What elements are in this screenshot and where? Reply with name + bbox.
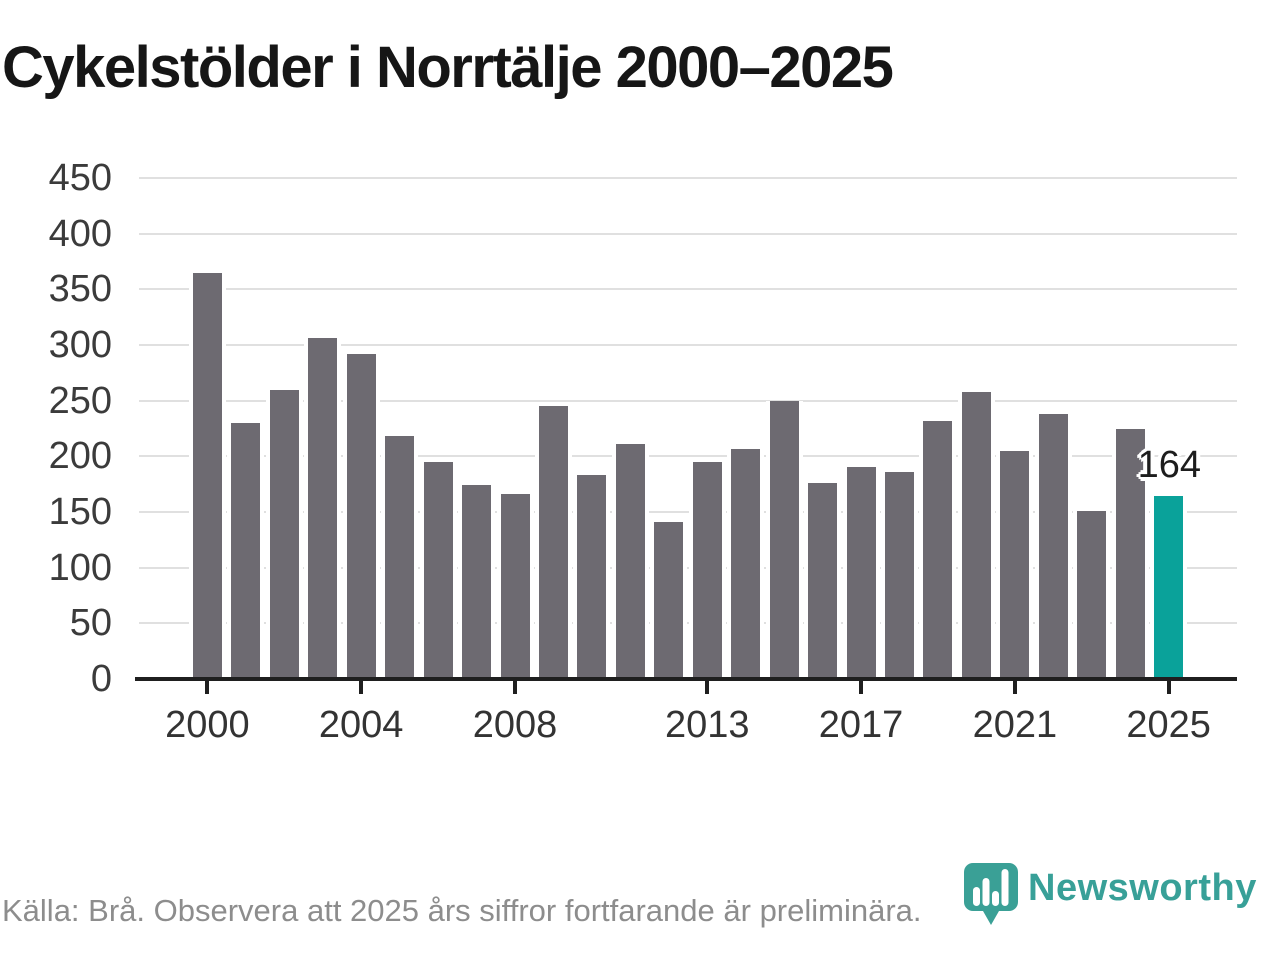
x-tick-label-2008: 2008: [472, 704, 558, 746]
gridline-100: [139, 566, 1237, 569]
y-tick-label-100: 100: [48, 546, 112, 589]
gridline-450: [139, 177, 1237, 179]
newsworthy-wordmark: Newsworthy: [1028, 867, 1257, 909]
gridline-250: [139, 399, 1237, 402]
x-tick-2021: [1012, 681, 1017, 694]
bar-2007: [458, 485, 496, 679]
bar-2011: [611, 444, 649, 679]
y-tick-label-250: 250: [48, 379, 112, 422]
x-tick-2000: [205, 681, 210, 694]
x-tick-label-2017: 2017: [818, 704, 904, 746]
bar-2019: [919, 420, 957, 679]
bar-2005: [381, 436, 419, 679]
bar-2009: [534, 406, 572, 679]
x-tick-2004: [359, 681, 364, 694]
source-note: Källa: Brå. Observera att 2025 års siffr…: [2, 893, 922, 928]
bar-2025: [1150, 496, 1188, 679]
bar-2008: [496, 494, 534, 679]
bar-2023: [1073, 510, 1111, 679]
bar-2010: [573, 475, 611, 679]
x-tick-label-2025: 2025: [1126, 704, 1211, 746]
gridline-350: [139, 288, 1237, 291]
x-tick-2025: [1166, 681, 1171, 694]
bar-2020: [957, 391, 995, 679]
gridline-50: [139, 622, 1237, 625]
y-tick-label-50: 50: [69, 602, 112, 645]
x-tick-label-2013: 2013: [664, 704, 750, 746]
x-axis-line: [135, 677, 1237, 681]
gridline-300: [139, 344, 1237, 346]
annotation-latest-value: 164: [1137, 444, 1202, 487]
page-title: Cykelstölder i Norrtälje 2000–2025: [2, 35, 894, 100]
bar-2003: [304, 338, 342, 679]
bar-2000: [188, 272, 226, 679]
newsworthy-pin-bar-chart-icon: [964, 863, 1018, 925]
bar-2024: [1111, 428, 1149, 679]
bar-2012: [650, 522, 688, 679]
y-tick-label-150: 150: [48, 491, 112, 533]
bar-2014: [727, 448, 765, 679]
bar-2001: [227, 422, 265, 679]
bar-2013: [688, 461, 726, 679]
x-tick-label-2000: 2000: [165, 704, 250, 746]
gridline-400: [139, 232, 1237, 235]
bar-2017: [842, 467, 880, 679]
y-tick-label-0: 0: [90, 658, 112, 700]
bar-2002: [265, 389, 303, 679]
gridline-150: [139, 511, 1237, 513]
bar-2015: [765, 400, 803, 679]
y-tick-label-300: 300: [48, 324, 112, 366]
y-tick-label-350: 350: [48, 268, 112, 311]
bar-2018: [881, 471, 918, 679]
x-tick-label-2021: 2021: [972, 704, 1058, 746]
y-tick-label-200: 200: [48, 435, 112, 478]
bar-2022: [1034, 414, 1072, 679]
bar-2021: [996, 450, 1034, 679]
x-tick-2017: [859, 681, 864, 694]
x-tick-2008: [513, 681, 517, 694]
plot-area: [133, 177, 1237, 679]
bar-2004: [342, 353, 380, 679]
y-tick-label-450: 450: [48, 157, 112, 199]
gridline-200: [139, 455, 1237, 458]
x-tick-2013: [705, 681, 710, 694]
x-tick-label-2004: 2004: [318, 704, 404, 746]
y-tick-label-400: 400: [48, 212, 112, 255]
bar-2016: [804, 483, 842, 679]
bar-2006: [419, 461, 457, 679]
